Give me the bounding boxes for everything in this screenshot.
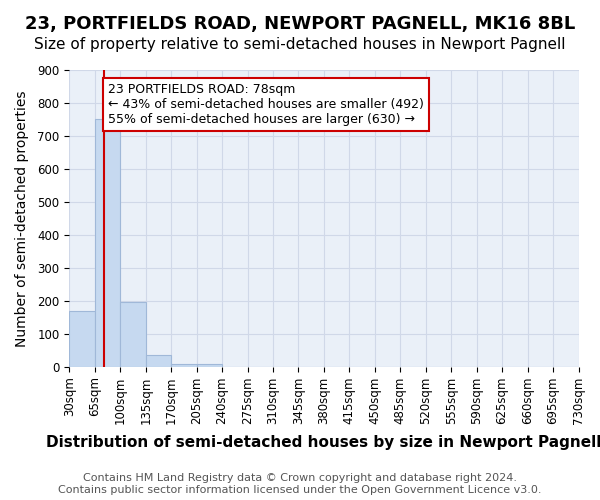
Y-axis label: Number of semi-detached properties: Number of semi-detached properties [15,90,29,346]
Text: 23, PORTFIELDS ROAD, NEWPORT PAGNELL, MK16 8BL: 23, PORTFIELDS ROAD, NEWPORT PAGNELL, MK… [25,15,575,33]
Bar [70,310,95,366]
Bar [95,120,120,366]
Bar [171,364,197,366]
Bar [146,355,171,366]
X-axis label: Distribution of semi-detached houses by size in Newport Pagnell: Distribution of semi-detached houses by … [46,435,600,450]
Text: Contains HM Land Registry data © Crown copyright and database right 2024.
Contai: Contains HM Land Registry data © Crown c… [58,474,542,495]
Bar [197,364,222,366]
Text: Size of property relative to semi-detached houses in Newport Pagnell: Size of property relative to semi-detach… [34,38,566,52]
Text: 23 PORTFIELDS ROAD: 78sqm
← 43% of semi-detached houses are smaller (492)
55% of: 23 PORTFIELDS ROAD: 78sqm ← 43% of semi-… [108,83,424,126]
Bar [120,302,146,366]
